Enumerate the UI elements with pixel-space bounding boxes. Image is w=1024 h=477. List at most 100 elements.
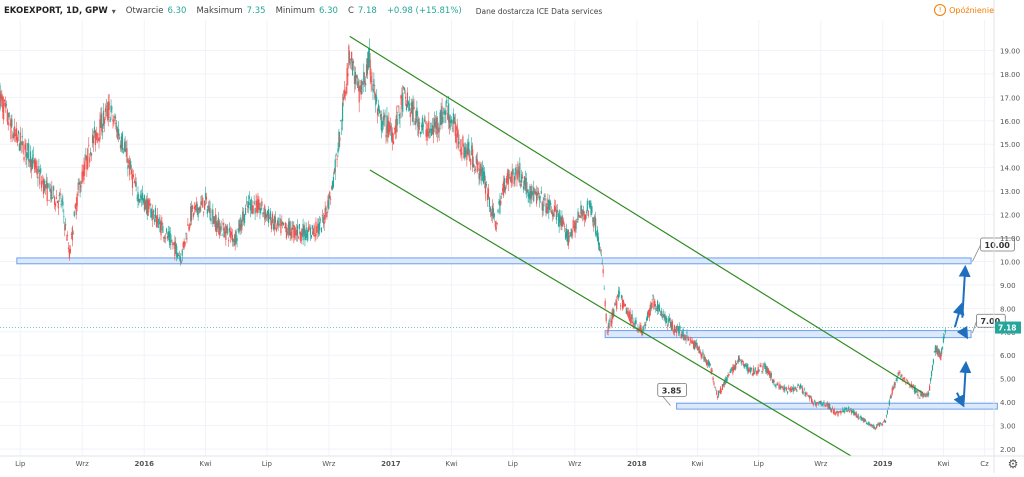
- candle-body: [228, 228, 231, 232]
- candle-body: [177, 253, 179, 258]
- candle-body: [56, 200, 58, 204]
- candle-body: [249, 202, 251, 211]
- candle-body: [580, 205, 582, 214]
- candle-body: [605, 313, 607, 322]
- candle-body: [215, 221, 218, 232]
- y-tick-label: 5.00: [1000, 376, 1016, 384]
- candle-body: [265, 211, 267, 218]
- candle-body: [186, 237, 188, 239]
- candle-body: [406, 92, 409, 107]
- candle-body: [551, 210, 553, 214]
- candle-body: [841, 411, 843, 413]
- candle-body: [230, 231, 233, 236]
- candle-body: [47, 183, 49, 188]
- candle-body: [702, 351, 704, 353]
- candle-body: [740, 360, 742, 364]
- candle-body: [86, 156, 88, 170]
- candle-body: [409, 112, 411, 118]
- candle-body: [478, 173, 480, 179]
- candle-body: [940, 354, 942, 361]
- candle-body: [264, 205, 266, 220]
- candle-body: [795, 387, 797, 391]
- candle-body: [384, 114, 386, 118]
- candle-body: [908, 382, 910, 384]
- candle-body: [168, 231, 170, 242]
- chevron-down-icon[interactable]: ▾: [111, 6, 116, 16]
- candle-body: [457, 130, 459, 148]
- candle-body: [200, 201, 202, 206]
- candle-body: [679, 326, 681, 328]
- candle-body: [137, 192, 139, 202]
- candle-body: [869, 423, 871, 427]
- candle-body: [285, 226, 288, 239]
- candle-body: [463, 147, 465, 158]
- candle-body: [40, 168, 42, 173]
- candle-body: [520, 184, 522, 187]
- candle-body: [3, 102, 5, 120]
- price-label-box: [980, 237, 1015, 252]
- candle-body: [101, 112, 103, 132]
- candle-body: [789, 387, 791, 391]
- candle-body: [735, 360, 737, 369]
- candle-body: [737, 355, 740, 362]
- candle-body: [743, 364, 745, 368]
- candle-body: [509, 176, 511, 179]
- candle-body: [252, 205, 254, 213]
- candle-body: [386, 115, 388, 134]
- candle-body: [159, 222, 161, 232]
- direction-arrow: [959, 360, 972, 403]
- candle-body: [341, 127, 343, 129]
- candle-body: [771, 379, 773, 381]
- candle-body: [544, 195, 546, 198]
- candle-body: [42, 179, 45, 195]
- candle-body: [182, 242, 184, 248]
- candle-body: [868, 422, 870, 424]
- candle-body: [195, 202, 197, 207]
- candle-body: [220, 226, 222, 230]
- candle-body: [194, 204, 196, 211]
- candle-body: [301, 233, 303, 236]
- candle-body: [835, 412, 837, 414]
- candle-body: [510, 172, 512, 182]
- candle-body: [436, 117, 438, 134]
- candle-body: [114, 116, 116, 119]
- gear-icon[interactable]: ⚙: [1007, 457, 1019, 471]
- candle-body: [97, 134, 99, 136]
- candle-body: [686, 332, 688, 334]
- candle-body: [368, 48, 370, 63]
- candle-body: [177, 254, 180, 257]
- candle-body: [102, 130, 104, 133]
- candle-body: [408, 103, 410, 111]
- y-tick-label: 11.00: [1000, 235, 1020, 243]
- candle-body: [320, 227, 323, 233]
- candle-body: [383, 115, 385, 120]
- candle-body: [176, 245, 178, 257]
- candle-body: [155, 216, 158, 227]
- candle-body: [805, 393, 807, 395]
- candle-body: [729, 371, 731, 374]
- candle-body: [593, 222, 595, 228]
- trend-channel-line: [349, 35, 923, 394]
- candle-body: [37, 176, 39, 179]
- symbol-title[interactable]: EKOEXPORT, 1D, GPW: [4, 6, 108, 16]
- candle-body: [570, 228, 572, 237]
- candle-body: [691, 340, 693, 342]
- candle-body: [290, 232, 292, 236]
- candle-body: [9, 123, 11, 125]
- candle-body: [892, 387, 894, 390]
- candle-body: [484, 182, 487, 194]
- delay-indicator[interactable]: ! Opóźnienie: [934, 4, 994, 16]
- candle-body: [106, 108, 108, 119]
- candle-body: [941, 347, 944, 349]
- candle-body: [855, 412, 857, 418]
- candle-body: [221, 235, 223, 236]
- candle-body: [595, 233, 598, 236]
- candle-body: [596, 229, 599, 241]
- candle-body: [206, 209, 208, 214]
- candle-body: [95, 131, 97, 137]
- candle-body: [944, 330, 946, 333]
- candle-body: [149, 203, 151, 206]
- candle-body: [23, 156, 25, 161]
